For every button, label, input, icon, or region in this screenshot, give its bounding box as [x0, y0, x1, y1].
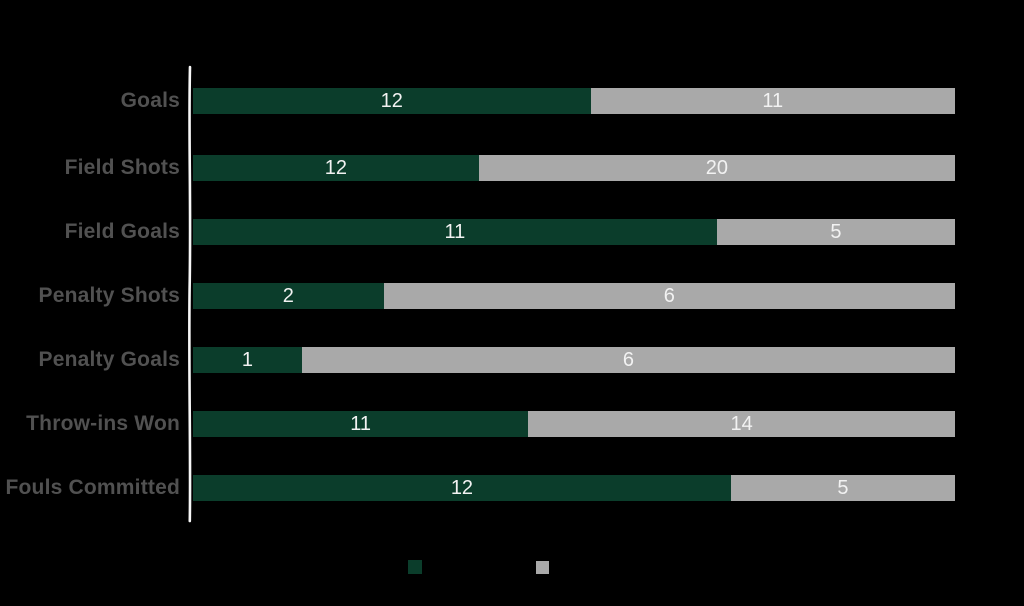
value-label: 11 — [350, 413, 372, 435]
stacked-bar: 12 11 — [193, 88, 955, 114]
bar-segment-gray: 5 — [716, 219, 955, 245]
bar-segment-green: 1 — [193, 347, 302, 373]
value-label: 20 — [705, 157, 728, 179]
category-label: Penalty Shots — [38, 284, 180, 307]
value-label: 5 — [830, 221, 842, 243]
bar-segment-gray: 11 — [590, 88, 955, 114]
stacked-bar: 2 6 — [193, 283, 955, 309]
stacked-bar: 11 5 — [193, 219, 955, 245]
value-label: 2 — [282, 285, 294, 307]
bar-segment-gray: 6 — [301, 347, 955, 373]
bar-row-penalty-goals: Penalty Goals 1 6 — [0, 347, 955, 373]
category-label: Penalty Goals — [38, 348, 180, 371]
stacked-bar: 12 5 — [193, 475, 955, 501]
legend-swatch-green — [408, 560, 422, 574]
value-label: 6 — [622, 349, 634, 371]
y-axis-line — [188, 65, 192, 523]
legend — [0, 558, 1024, 578]
bar-row-field-shots: Field Shots 12 20 — [0, 155, 955, 181]
category-label: Throw-ins Won — [26, 412, 180, 435]
stacked-bar: 1 6 — [193, 347, 955, 373]
value-label: 12 — [324, 157, 347, 179]
value-label: 5 — [837, 477, 849, 499]
bar-segment-gray: 14 — [528, 411, 955, 437]
bar-segment-green: 11 — [193, 219, 717, 245]
stacked-bar: 12 20 — [193, 155, 955, 181]
stacked-bar: 11 14 — [193, 411, 955, 437]
bar-segment-green: 2 — [193, 283, 384, 309]
bar-segment-green: 11 — [193, 411, 529, 437]
value-label: 12 — [380, 90, 403, 112]
bar-row-throw-ins-won: Throw-ins Won 11 14 — [0, 411, 955, 437]
value-label: 11 — [762, 90, 784, 112]
bar-row-fouls-committed: Fouls Committed 12 5 — [0, 475, 955, 501]
value-label: 1 — [241, 349, 253, 371]
category-label: Fouls Committed — [5, 476, 180, 499]
value-label: 14 — [730, 413, 753, 435]
bar-row-penalty-shots: Penalty Shots 2 6 — [0, 283, 955, 309]
category-label: Field Goals — [64, 220, 180, 243]
value-label: 6 — [663, 285, 675, 307]
bar-segment-green: 12 — [193, 475, 731, 501]
bar-segment-green: 12 — [193, 155, 479, 181]
bar-segment-gray: 5 — [730, 475, 955, 501]
bar-segment-gray: 6 — [383, 283, 955, 309]
bar-segment-gray: 20 — [478, 155, 955, 181]
bar-segment-green: 12 — [193, 88, 591, 114]
value-label: 12 — [450, 477, 474, 499]
legend-swatch-gray — [536, 561, 549, 574]
value-label: 11 — [444, 221, 466, 243]
category-label: Goals — [120, 89, 180, 112]
bar-row-goals: Goals 12 11 — [0, 88, 955, 114]
category-label: Field Shots — [64, 156, 180, 179]
bar-row-field-goals: Field Goals 11 5 — [0, 219, 955, 245]
